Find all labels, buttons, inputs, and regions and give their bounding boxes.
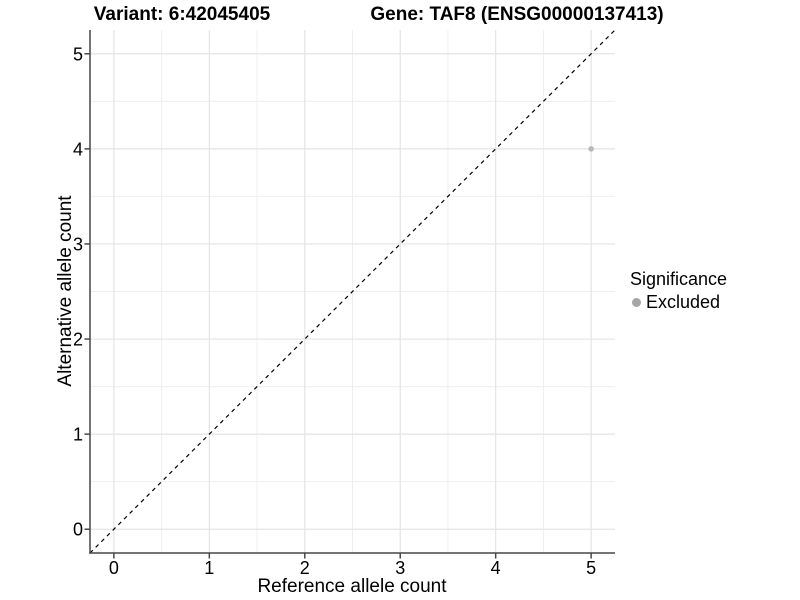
x-tick-label: 4: [491, 558, 501, 578]
plot-title-variant: Variant: 6:42045405: [93, 4, 271, 25]
y-tick-label: 2: [73, 330, 83, 350]
plot-title-gene: Gene: TAF8 (ENSG00000137413): [370, 4, 664, 25]
identity-reference-line: [89, 29, 616, 554]
legend: Significance Excluded: [630, 268, 727, 312]
x-tick-label: 3: [395, 558, 405, 578]
y-tick-label: 1: [73, 425, 83, 445]
legend-key-dot-icon: [632, 297, 641, 307]
legend-item-excluded: Excluded: [630, 292, 727, 312]
x-tick-label: 0: [109, 558, 119, 578]
x-tick-label: 1: [204, 558, 214, 578]
legend-title: Significance: [630, 269, 728, 289]
x-tick-label: 2: [300, 558, 310, 578]
x-axis-title: Reference allele count: [257, 576, 447, 597]
y-axis-title: Alternative allele count: [55, 195, 76, 387]
y-tick-label: 0: [73, 520, 83, 540]
y-tick-label: 5: [73, 44, 83, 64]
y-tick-label: 4: [73, 139, 83, 159]
legend-item-label: Excluded: [646, 291, 721, 312]
y-tick-label: 3: [73, 234, 83, 254]
x-tick-label: 5: [586, 558, 596, 578]
data-point: [588, 146, 594, 152]
